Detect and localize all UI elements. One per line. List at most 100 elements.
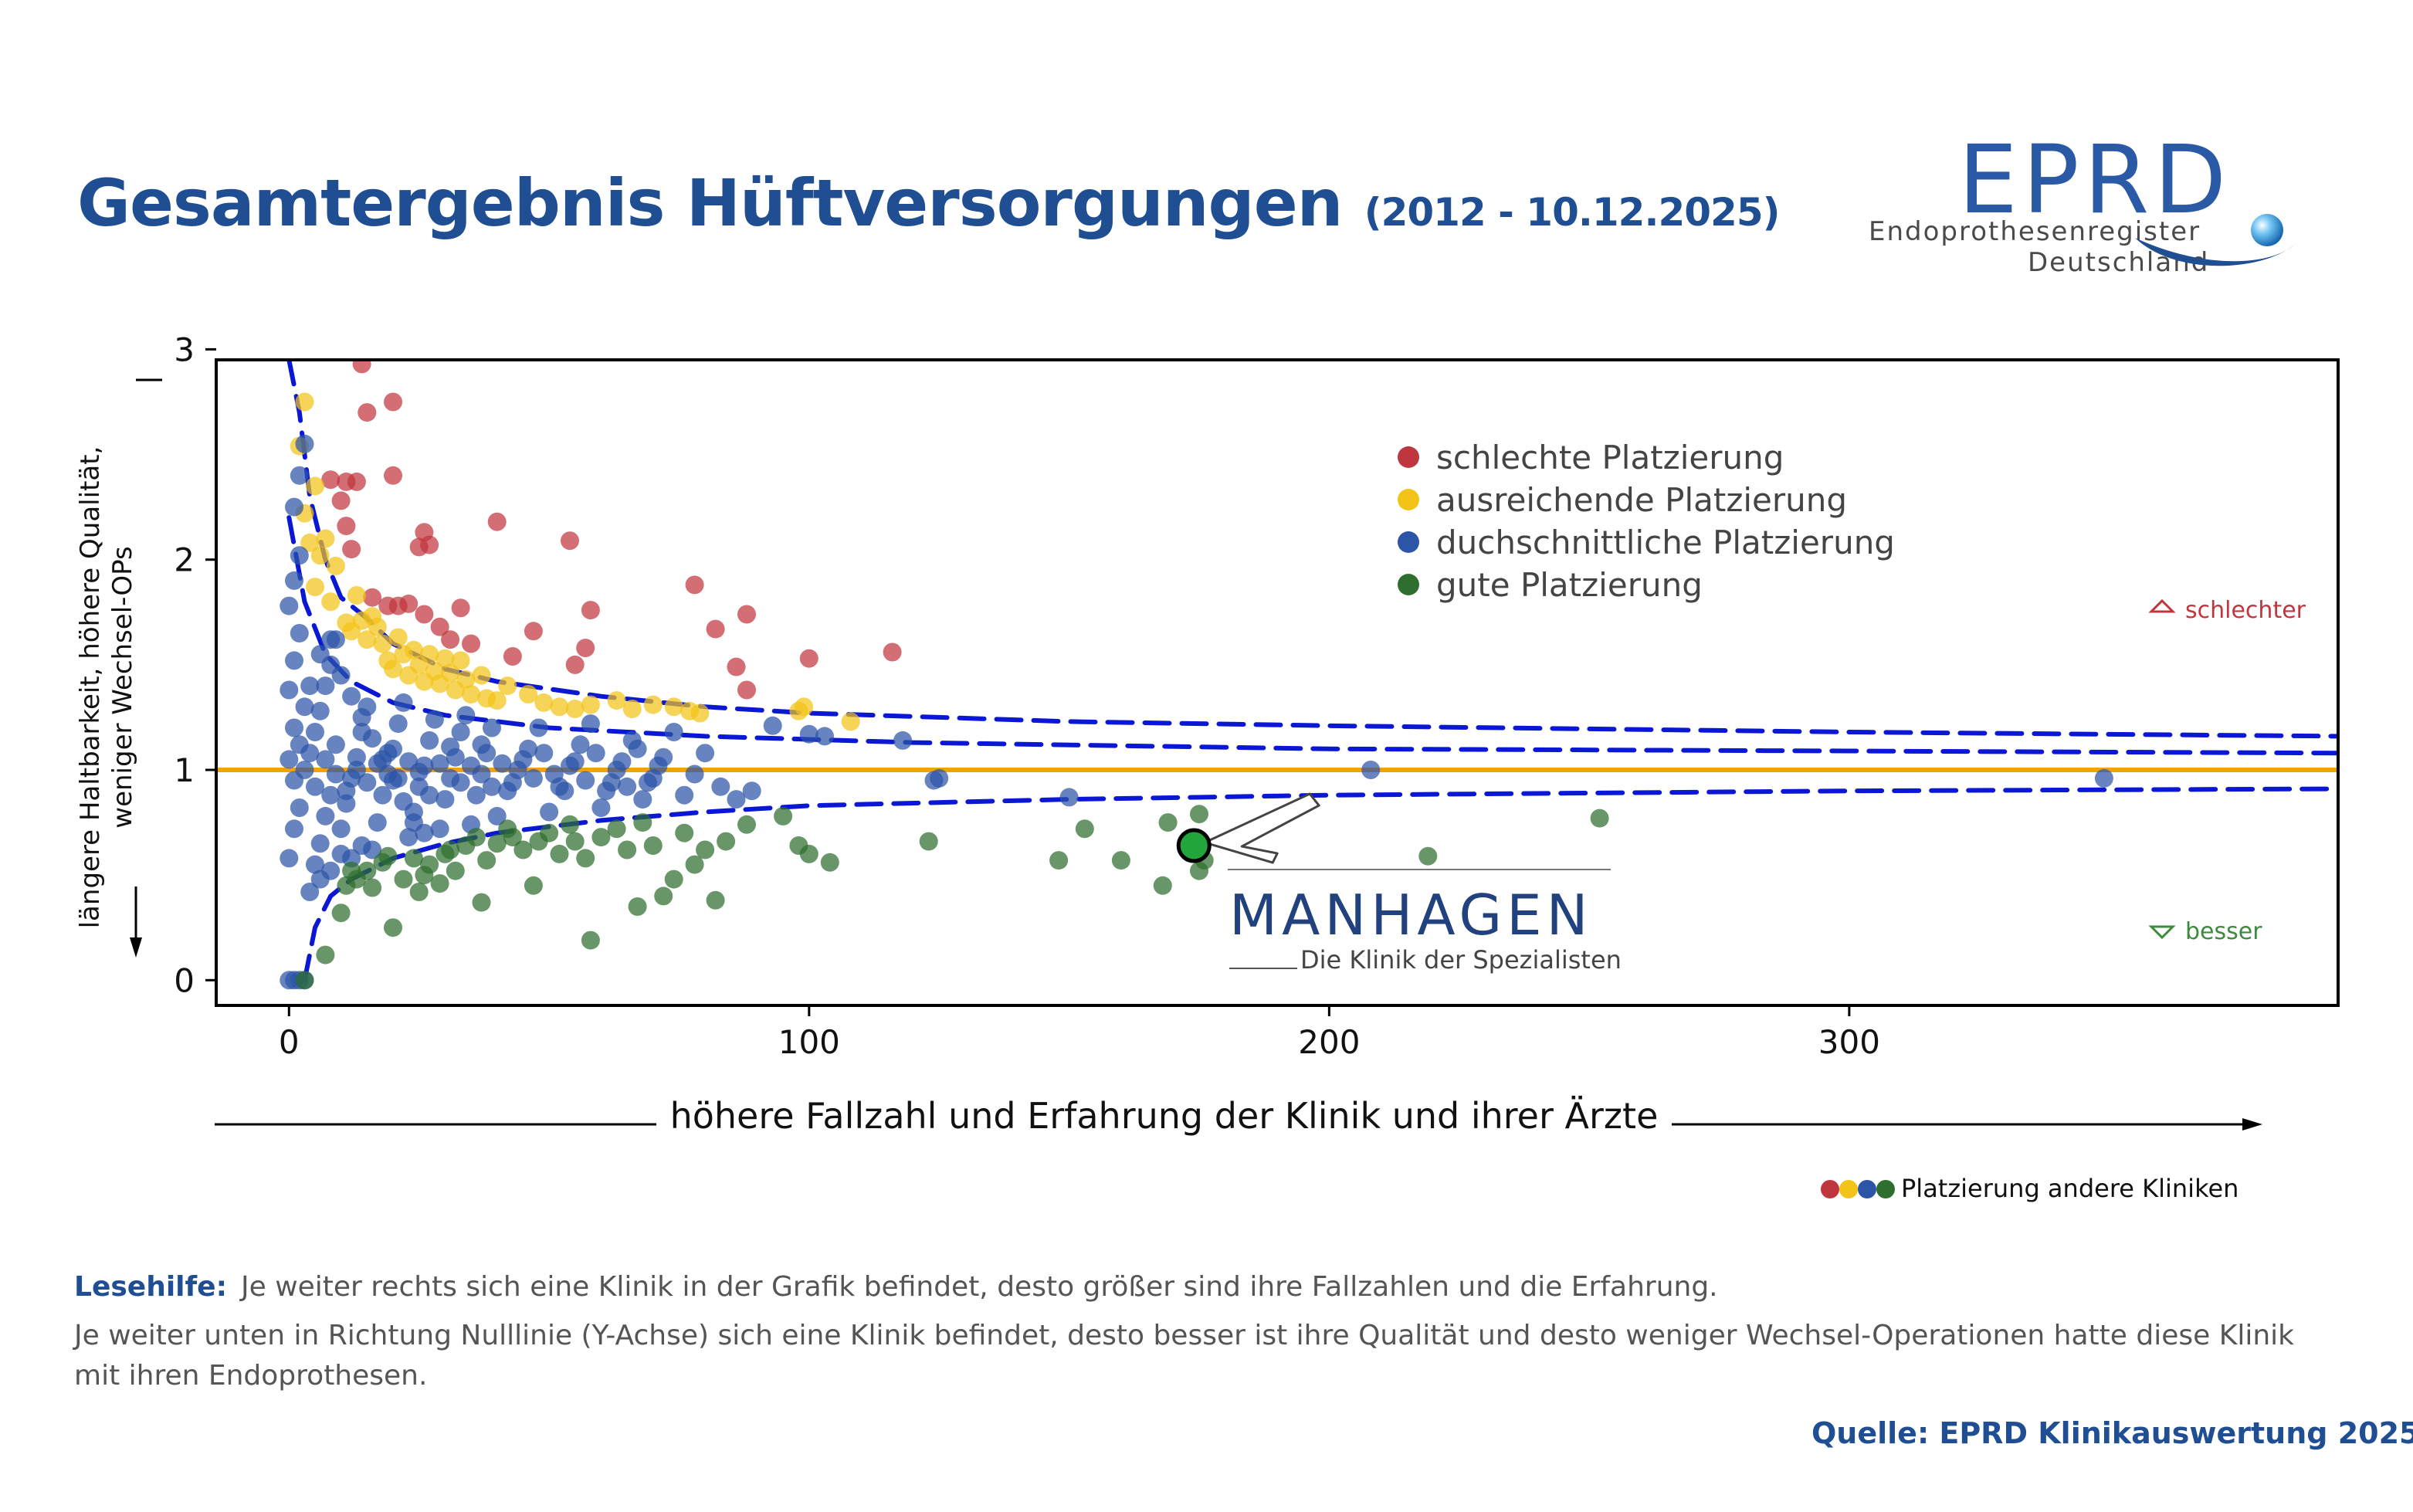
x-tick-label: 100 (778, 1023, 840, 1061)
data-point (451, 651, 470, 670)
data-point (524, 622, 543, 641)
worse-triangle-icon (2148, 598, 2176, 613)
y-tick-label: 3 (174, 331, 195, 368)
data-point (310, 645, 330, 664)
scatter-points (280, 360, 2113, 990)
data-point (363, 588, 382, 607)
legend-marker-1 (1398, 489, 1419, 510)
data-point (706, 619, 725, 639)
data-point (534, 744, 554, 763)
data-point (472, 735, 491, 754)
legend-dot-average-icon (1858, 1180, 1876, 1198)
data-point (378, 846, 398, 866)
data-point (368, 813, 387, 832)
data-point (384, 466, 402, 485)
data-point (316, 806, 335, 825)
series-3 (295, 805, 1609, 990)
data-point (358, 773, 377, 792)
data-point (295, 971, 314, 990)
data-point (685, 764, 704, 784)
data-point (565, 832, 585, 851)
data-point (628, 897, 647, 916)
data-point (430, 874, 449, 893)
data-point (696, 840, 715, 859)
data-point (368, 617, 387, 636)
data-point (394, 693, 413, 712)
y-axis-title-line1: längere Haltbarkeit, höhere Qualität, (75, 446, 106, 929)
data-point (456, 670, 476, 689)
data-point (774, 806, 793, 825)
data-point (435, 649, 455, 668)
data-point (409, 655, 429, 674)
data-point (373, 785, 392, 805)
data-point (795, 697, 814, 717)
data-point (581, 601, 600, 620)
data-point (696, 744, 715, 763)
data-point (487, 512, 507, 531)
data-point (295, 761, 314, 779)
data-point (415, 866, 434, 885)
data-point (1049, 851, 1069, 870)
data-point (550, 844, 569, 863)
data-point (337, 517, 356, 536)
y-axis-arrow-icon (130, 937, 142, 958)
data-point (487, 806, 507, 825)
data-point (883, 642, 902, 662)
data-point (358, 861, 377, 880)
data-point (352, 836, 371, 855)
clinic-name: MANHAGEN (1229, 883, 1593, 948)
data-point (643, 695, 663, 714)
data-point (498, 676, 517, 696)
data-point (685, 575, 704, 595)
data-point (540, 802, 559, 822)
data-point (763, 716, 782, 735)
data-point (576, 639, 595, 658)
chart-legend: schlechte Platzierung ausreichende Platzi… (1398, 439, 1895, 604)
data-point (300, 533, 320, 552)
data-point (643, 836, 663, 855)
data-point (306, 777, 324, 796)
data-point (446, 861, 465, 880)
data-point (430, 754, 449, 773)
data-point (415, 605, 434, 624)
data-point (295, 392, 314, 412)
data-point (415, 823, 434, 842)
data-point (675, 785, 694, 805)
data-point (326, 556, 345, 575)
data-point (534, 693, 554, 712)
data-point (394, 870, 413, 889)
data-point (326, 764, 345, 784)
data-point (1059, 788, 1079, 807)
other-clinics-legend: Platzierung andere Kliniken (1821, 1174, 2238, 1203)
data-point (483, 777, 501, 796)
data-point (529, 832, 548, 851)
data-point (1075, 819, 1094, 839)
clinic-tagline: Die Klinik der Spezialisten (1300, 945, 1622, 975)
plot-frame (215, 358, 2340, 1007)
data-point (1111, 851, 1130, 870)
data-point (290, 466, 309, 485)
data-point (399, 828, 419, 847)
x-tick-label: 200 (1298, 1023, 1360, 1061)
data-point (487, 691, 507, 710)
data-point (306, 723, 324, 741)
data-point (555, 781, 574, 801)
data-point (690, 703, 710, 723)
data-point (310, 834, 330, 853)
data-point (561, 815, 579, 834)
data-point (841, 712, 860, 731)
data-point (306, 578, 324, 597)
data-point (321, 861, 341, 880)
legend-label-0: schlechte Platzierung (1436, 439, 1784, 476)
data-point (565, 752, 585, 771)
highlight-clinic-point (1176, 828, 1212, 863)
data-point (591, 798, 611, 817)
data-point (487, 834, 507, 853)
data-point (331, 491, 351, 510)
data-point (799, 724, 818, 744)
data-point (342, 540, 361, 559)
data-point (306, 855, 324, 874)
data-point (513, 750, 533, 769)
data-point (300, 744, 320, 763)
